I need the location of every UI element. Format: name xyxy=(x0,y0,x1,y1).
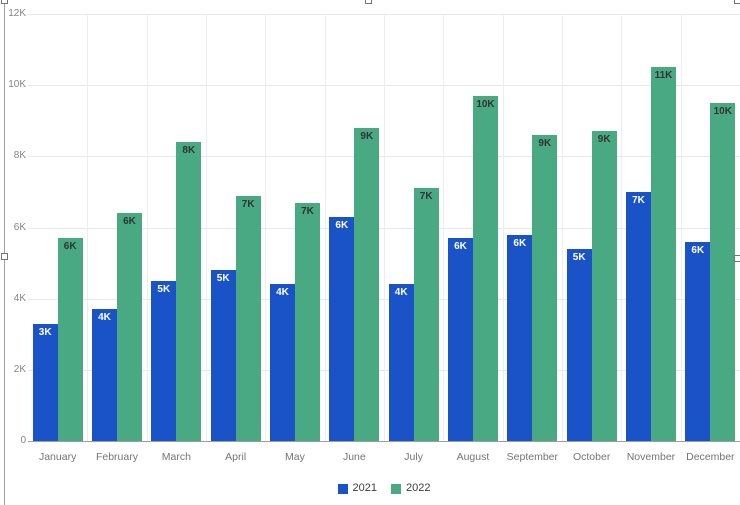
legend-item-2022[interactable]: 2022 xyxy=(391,482,430,495)
x-axis-label-February: February xyxy=(95,451,138,463)
bar-2021-February[interactable]: 4K xyxy=(92,309,117,441)
selection-border-left xyxy=(4,0,5,505)
selection-handle-top-center[interactable] xyxy=(365,0,372,4)
bar-2021-August[interactable]: 6K xyxy=(448,238,473,441)
bar-data-label: 4K xyxy=(394,287,408,299)
bar-2021-April[interactable]: 5K xyxy=(210,270,236,441)
bar-2022-April[interactable]: 7K xyxy=(235,195,261,441)
bar-2021-May[interactable]: 4K xyxy=(270,284,295,441)
chart-legend: 2021 2022 xyxy=(28,482,740,495)
bar-data-label: 4K xyxy=(98,312,111,324)
x-axis-label-November: November xyxy=(626,451,676,463)
gridline-vertical xyxy=(502,14,504,441)
bar-data-label: 7K xyxy=(419,191,433,203)
selection-handle-top-right[interactable] xyxy=(734,0,740,4)
x-axis-label-May: May xyxy=(285,451,305,463)
bar-data-label: 11K xyxy=(654,70,673,82)
bar-2021-December[interactable]: 6K xyxy=(685,241,711,441)
gridline-vertical xyxy=(562,14,563,441)
bar-2021-July[interactable]: 4K xyxy=(388,284,414,441)
bar-data-label: 10K xyxy=(476,98,495,110)
x-axis-label-December: December xyxy=(686,451,735,463)
bar-2021-January[interactable]: 3K xyxy=(32,323,58,441)
bar-data-label: 7K xyxy=(632,194,645,206)
bar-2022-January[interactable]: 6K xyxy=(57,238,83,441)
bar-data-label: 6K xyxy=(63,241,77,253)
bar-data-label: 9K xyxy=(538,138,552,149)
bar-2022-February[interactable]: 6K xyxy=(117,213,142,441)
bar-data-label: 7K xyxy=(241,198,255,210)
gridline-vertical xyxy=(443,14,445,441)
y-axis-tick-label: 2K xyxy=(13,363,26,375)
bar-2022-October[interactable]: 9K xyxy=(591,131,617,441)
bar-data-label: 10K xyxy=(713,106,732,117)
bar-data-label: 9K xyxy=(360,130,374,142)
bar-2021-October[interactable]: 5K xyxy=(566,248,592,441)
bar-data-label: 5K xyxy=(157,283,171,295)
y-axis-tick-label: 0 xyxy=(20,435,26,446)
y-axis-tick-label: 4K xyxy=(13,292,26,304)
y-axis-tick-label: 8K xyxy=(13,150,26,162)
y-axis-tick-label: 10K xyxy=(8,79,26,91)
bar-data-label: 6K xyxy=(454,241,467,253)
gridline-vertical xyxy=(621,14,623,441)
legend-item-2021[interactable]: 2021 xyxy=(337,482,377,495)
bar-2021-November[interactable]: 7K xyxy=(626,191,651,441)
y-axis-tick-label: 12K xyxy=(8,8,26,19)
legend-label: 2021 xyxy=(352,482,377,494)
legend-label: 2022 xyxy=(406,482,431,494)
x-axis-label-April: April xyxy=(225,451,247,463)
bar-2022-March[interactable]: 8K xyxy=(176,142,202,441)
bar-2022-June[interactable]: 9K xyxy=(354,127,380,441)
gridline-vertical xyxy=(324,14,326,441)
gridline-vertical xyxy=(265,14,267,441)
gridline-vertical xyxy=(87,14,89,441)
selection-handle-top-left[interactable] xyxy=(1,0,8,4)
x-axis-label-March: March xyxy=(161,451,191,463)
bar-2022-December[interactable]: 10K xyxy=(710,103,736,441)
gridline-vertical xyxy=(146,14,148,441)
gridline-vertical xyxy=(206,14,207,441)
bar-data-label: 9K xyxy=(597,134,611,146)
bar-2022-July[interactable]: 7K xyxy=(413,188,439,441)
bar-data-label: 8K xyxy=(182,145,196,157)
bar-2021-March[interactable]: 5K xyxy=(151,280,177,441)
legend-swatch-icon xyxy=(337,483,348,494)
bar-2021-September[interactable]: 6K xyxy=(507,234,533,441)
bar-data-label: 5K xyxy=(216,273,230,285)
bar-2021-June[interactable]: 6K xyxy=(329,216,355,441)
bar-data-label: 5K xyxy=(572,251,586,263)
bar-data-label: 6K xyxy=(335,219,349,231)
bar-2022-November[interactable]: 11K xyxy=(651,67,676,441)
x-axis-label-July: July xyxy=(404,451,423,463)
bar-data-label: 7K xyxy=(301,205,314,217)
selection-handle-right-middle[interactable] xyxy=(734,255,740,262)
y-axis-tick-label: 6K xyxy=(13,221,26,233)
x-axis-label-June: June xyxy=(342,451,366,463)
selection-handle-left-middle[interactable] xyxy=(1,253,8,260)
bar-2022-September[interactable]: 9K xyxy=(532,135,558,441)
bar-data-label: 3K xyxy=(38,326,52,338)
gridline-vertical xyxy=(680,14,682,441)
bar-data-label: 6K xyxy=(513,237,527,249)
x-axis-line xyxy=(28,441,740,442)
x-axis-label-September: September xyxy=(506,451,559,463)
bar-2022-May[interactable]: 7K xyxy=(295,202,320,441)
x-axis-label-August: August xyxy=(456,451,490,463)
bar-data-label: 6K xyxy=(691,244,705,256)
x-axis-label-October: October xyxy=(572,451,611,463)
bar-data-label: 4K xyxy=(276,287,289,299)
x-axis-label-January: January xyxy=(38,451,77,463)
legend-swatch-icon xyxy=(391,483,401,494)
bar-2022-August[interactable]: 10K xyxy=(473,95,498,441)
gridline-vertical xyxy=(384,14,385,441)
bar-data-label: 6K xyxy=(123,216,136,228)
